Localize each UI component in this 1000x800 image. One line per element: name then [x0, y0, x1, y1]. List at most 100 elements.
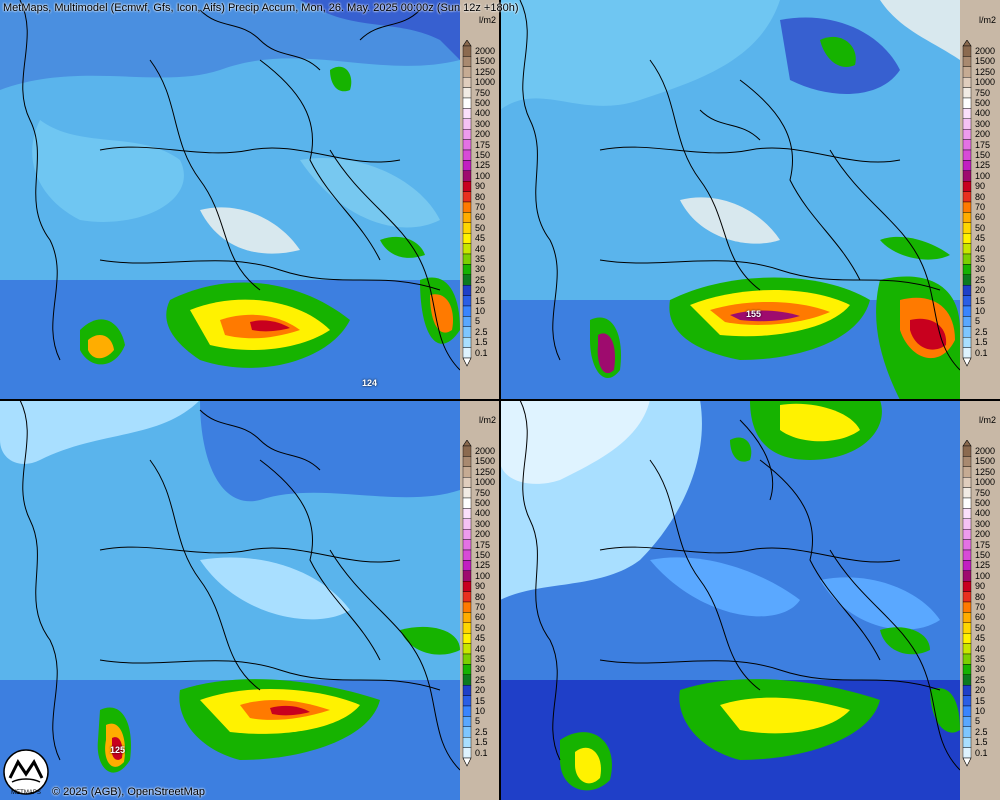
legend-swatch [962, 591, 972, 603]
legend-level-label: 10 [475, 306, 486, 316]
legend-level-label: 125 [475, 160, 491, 171]
panel-divider-vertical [499, 0, 501, 800]
legend-level-label: 5 [475, 716, 481, 727]
legend-level-label: 5 [975, 716, 981, 727]
legend-level-label: 2000 [475, 446, 496, 456]
legend-swatch [962, 539, 972, 551]
legend-swatch [962, 295, 972, 307]
legend-level-label: 1250 [475, 466, 496, 477]
legend-level-label: 300 [975, 118, 991, 129]
legend-level-label: 125 [975, 160, 991, 171]
metmaps-logo: METMAPS [3, 749, 49, 796]
legend-swatch [962, 466, 972, 478]
legend-level-label: 50 [475, 622, 486, 633]
legend-level-label: 1000 [975, 77, 996, 88]
legend-level-label: 150 [475, 150, 491, 160]
legend-level-label: 90 [975, 581, 986, 592]
precip-map-top-right [500, 0, 960, 400]
map-panel-bottom-left: 125 l/m2 2000 1500 1250 1000 750 500 400 300 200… [0, 400, 500, 800]
legend-level-label: 175 [975, 539, 991, 550]
legend-level-label: 1.5 [475, 337, 488, 348]
map-panel-top-left: 124 l/m2 2000 1500 1250 1000 750 500 400 300 200… [0, 0, 500, 400]
legend-color-bar [962, 40, 972, 367]
legend-swatch [462, 487, 472, 499]
legend-level-label: 10 [975, 706, 986, 716]
legend-unit: l/m2 [478, 415, 496, 425]
legend-swatch [962, 549, 972, 561]
precip-legend: l/m2 2000 1500 1250 1000 750 500 400 300 200 175 1… [960, 0, 1000, 400]
legend-swatch [462, 466, 472, 478]
legend-level-label: 20 [475, 685, 486, 696]
legend-swatch [962, 747, 972, 759]
legend-swatch [962, 139, 972, 151]
legend-arrow-top [962, 440, 972, 447]
legend-swatch [962, 243, 972, 255]
legend-swatch [962, 528, 972, 540]
legend-swatch [462, 253, 472, 265]
map-title: MetMaps, Multimodel (Ecmwf, Gfs, Icon, A… [3, 2, 519, 14]
legend-color-bar [462, 40, 472, 367]
legend-swatch [462, 243, 472, 255]
legend-level-label: 750 [975, 487, 991, 498]
legend-swatch [462, 632, 472, 644]
legend-swatch [962, 232, 972, 244]
precip-legend: l/m2 2000 1500 1250 1000 750 500 400 300 200 175 1… [460, 400, 500, 800]
legend-swatch [462, 149, 472, 161]
legend-level-label: 90 [475, 181, 486, 192]
legend-level-label: 175 [475, 139, 491, 150]
max-value-label: 155 [746, 309, 762, 319]
legend-swatch [962, 570, 972, 582]
legend-swatch [462, 316, 472, 327]
legend-level-label: 35 [475, 654, 486, 664]
legend-swatch [962, 643, 972, 655]
legend-swatch [962, 108, 972, 120]
legend-level-label: 25 [475, 274, 486, 285]
legend-level-label: 25 [975, 274, 986, 285]
legend-level-label: 15 [475, 295, 486, 306]
legend-level-label: 1500 [475, 56, 496, 67]
legend-level-label: 500 [475, 98, 491, 108]
legend-level-label: 750 [475, 87, 491, 98]
legend-swatch [462, 274, 472, 286]
legend-level-label: 45 [475, 633, 486, 644]
legend-level-label: 0.1 [975, 747, 988, 758]
legend-swatch [462, 45, 472, 57]
legend-swatch [462, 508, 472, 520]
legend-swatch [462, 726, 472, 738]
legend-swatch [462, 118, 472, 130]
legend-swatch [962, 684, 972, 696]
legend-swatch [962, 66, 972, 78]
legend-swatch [962, 632, 972, 644]
legend-swatch [462, 591, 472, 603]
legend-level-label: 300 [475, 118, 491, 129]
legend-swatch [962, 97, 972, 109]
max-value-label: 124 [362, 378, 378, 388]
legend-level-label: 125 [475, 560, 491, 571]
legend-level-label: 0.1 [475, 347, 488, 358]
map-panel-bottom-right: l/m2 2000 1500 1250 1000 750 500 400 300 200 175 1… [500, 400, 1000, 800]
legend-unit: l/m2 [478, 15, 496, 25]
legend-swatch [962, 316, 972, 327]
legend-swatch [962, 508, 972, 520]
legend-level-label: 60 [975, 212, 986, 223]
legend-unit: l/m2 [978, 415, 996, 425]
legend-swatch [962, 695, 972, 707]
legend-level-label: 500 [975, 98, 991, 108]
legend-level-label: 2000 [475, 46, 496, 56]
legend-level-label: 40 [475, 643, 486, 654]
legend-swatch [462, 97, 472, 109]
legend-swatch [962, 128, 972, 140]
legend-level-label: 70 [475, 602, 486, 612]
legend-swatch [462, 684, 472, 696]
legend-swatch [462, 456, 472, 467]
legend-level-label: 200 [975, 529, 991, 540]
legend-level-label: 150 [975, 150, 991, 160]
legend-level-label: 50 [975, 622, 986, 633]
legend-level-label: 20 [975, 685, 986, 696]
legend-swatch [462, 539, 472, 551]
legend-swatch [962, 87, 972, 99]
legend-level-label: 300 [975, 518, 991, 529]
legend-swatch [962, 445, 972, 457]
legend-level-label: 2.5 [475, 326, 488, 337]
legend-arrow-bottom [462, 757, 472, 767]
